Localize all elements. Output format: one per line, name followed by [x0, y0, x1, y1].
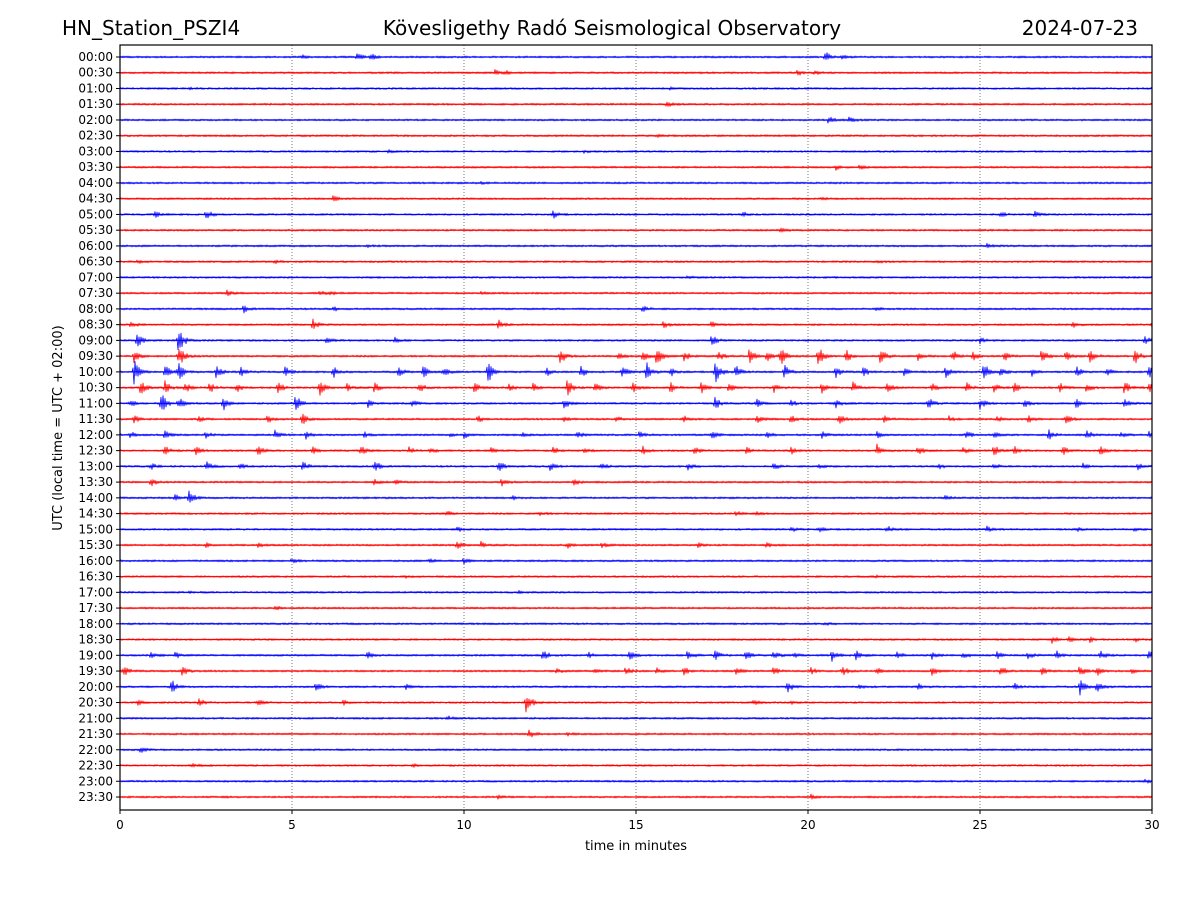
y-tick-label: 00:30: [78, 66, 113, 80]
x-tick-label: 5: [288, 818, 296, 832]
y-tick-label: 00:00: [78, 50, 113, 64]
x-tick-label: 10: [456, 818, 471, 832]
y-tick-label: 15:30: [78, 538, 113, 552]
trace-23-30: [119, 793, 1153, 800]
trace-01-30: [119, 101, 1153, 107]
y-tick-label: 20:30: [78, 696, 113, 710]
y-tick-label: 23:00: [78, 774, 113, 788]
y-tick-label: 13:00: [78, 459, 113, 473]
plot-area: [120, 45, 1152, 810]
y-tick-label: 14:30: [78, 507, 113, 521]
y-tick-label: 17:00: [78, 585, 113, 599]
date-title: 2024-07-23: [1022, 16, 1138, 40]
y-tick-label: 10:30: [78, 381, 113, 395]
y-tick-label: 22:30: [78, 759, 113, 773]
y-tick-label: 21:30: [78, 727, 113, 741]
station-title: HN_Station_PSZI4: [62, 16, 240, 40]
y-tick-label: 22:00: [78, 743, 113, 757]
trace-04-00: [119, 180, 1153, 185]
y-tick-label: 06:30: [78, 255, 113, 269]
trace-22-00: [119, 747, 1153, 753]
trace-16-30: [119, 574, 1153, 579]
y-tick-label: 09:30: [78, 349, 113, 363]
y-tick-label: 19:30: [78, 664, 113, 678]
y-tick-label: 18:00: [78, 617, 113, 631]
y-tick-label: 20:00: [78, 680, 113, 694]
trace-10-30: [119, 380, 1153, 396]
trace-17-30: [119, 605, 1153, 611]
trace-19-30: [119, 666, 1153, 676]
y-tick-label: 21:00: [78, 711, 113, 725]
x-axis-ticks: 0 5 10 15 20 25 30: [116, 810, 1160, 832]
y-tick-label: 04:30: [78, 192, 113, 206]
trace-12-00: [119, 429, 1153, 440]
trace-01-00: [119, 86, 1153, 91]
y-tick-label: 03:00: [78, 144, 113, 158]
trace-group: [119, 52, 1153, 800]
y-tick-label: 02:30: [78, 129, 113, 143]
trace-14-00: [119, 490, 1153, 503]
y-tick-label: 06:00: [78, 239, 113, 253]
y-tick-label: 09:00: [78, 333, 113, 347]
trace-04-30: [119, 195, 1153, 202]
axes-frame: [119, 44, 1153, 811]
y-tick-label: 16:30: [78, 570, 113, 584]
y-tick-label: 10:00: [78, 365, 113, 379]
trace-09-00: [119, 332, 1153, 351]
x-tick-label: 30: [1144, 818, 1159, 832]
y-tick-label: 16:00: [78, 554, 113, 568]
trace-12-30: [119, 443, 1153, 456]
y-tick-label: 05:00: [78, 207, 113, 221]
trace-00-30: [119, 69, 1153, 76]
trace-07-00: [119, 275, 1153, 280]
observatory-title: Kövesligethy Radó Seismological Observat…: [383, 16, 841, 40]
trace-09-30: [119, 349, 1153, 364]
trace-14-30: [119, 510, 1153, 517]
y-tick-label: 05:30: [78, 223, 113, 237]
trace-10-00: [119, 361, 1153, 385]
trace-08-00: [119, 305, 1153, 314]
y-tick-label: 08:30: [78, 318, 113, 332]
y-tick-label: 01:30: [78, 97, 113, 111]
x-tick-label: 25: [972, 818, 987, 832]
y-tick-label: 11:30: [78, 412, 113, 426]
trace-20-00: [119, 680, 1153, 696]
y-axis-label: UTC (local time = UTC + 02:00): [51, 325, 66, 530]
trace-16-00: [119, 558, 1153, 565]
y-tick-label: 01:00: [78, 81, 113, 95]
y-tick-label: 12:00: [78, 428, 113, 442]
y-tick-label: 04:00: [78, 176, 113, 190]
y-tick-label: 14:00: [78, 491, 113, 505]
y-tick-label: 07:00: [78, 270, 113, 284]
trace-05-00: [119, 210, 1153, 219]
y-tick-label: 19:00: [78, 648, 113, 662]
trace-18-30: [119, 636, 1153, 644]
x-tick-label: 20: [800, 818, 815, 832]
y-tick-label: 03:30: [78, 160, 113, 174]
y-tick-label: 11:00: [78, 396, 113, 410]
y-tick-label: 13:30: [78, 475, 113, 489]
y-tick-label: 15:00: [78, 522, 113, 536]
trace-02-00: [119, 116, 1153, 124]
trace-05-30: [119, 227, 1153, 233]
y-tick-label: 18:30: [78, 633, 113, 647]
y-tick-label: 02:00: [78, 113, 113, 127]
y-tick-label: 23:30: [78, 790, 113, 804]
y-tick-label: 12:30: [78, 444, 113, 458]
y-tick-label: 07:30: [78, 286, 113, 300]
y-tick-label: 17:30: [78, 601, 113, 615]
y-tick-label: 08:00: [78, 302, 113, 316]
trace-20-30: [119, 697, 1153, 713]
x-tick-label: 15: [628, 818, 643, 832]
x-axis-label: time in minutes: [585, 839, 687, 854]
trace-03-00: [119, 149, 1153, 154]
x-tick-label: 0: [116, 818, 124, 832]
trace-21-30: [119, 729, 1153, 738]
